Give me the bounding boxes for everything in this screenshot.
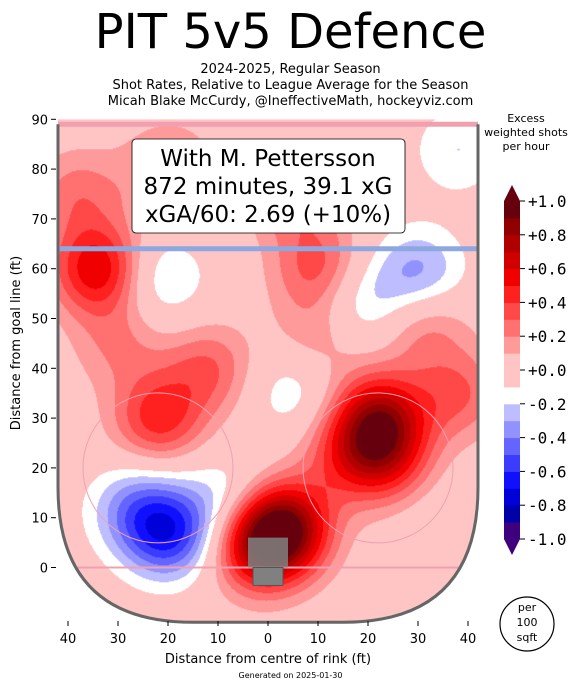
colorbar-segment [504,234,520,253]
y-tick-label: 40 [31,362,48,377]
y-axis-label: Distance from goal line (ft) [9,256,24,430]
colorbar-tick-label: -0.4 [528,429,567,448]
x-tick-label: 20 [360,632,377,647]
subtitle-season: 2024-2025, Regular Season [200,62,381,77]
faceoff-circle-left [82,392,234,544]
y-tick-label: 30 [31,412,48,427]
info-box-line1: With M. Pettersson [160,146,375,172]
colorbar-title-line: weighted shots [484,126,568,139]
info-box: With M. Pettersson 872 minutes, 39.1 xG … [131,138,406,234]
colorbar-tick-label: +0.4 [528,293,567,312]
x-axis-label: Distance from centre of rink (ft) [165,652,371,667]
y-axis-ticks: 0 10 20 30 40 50 60 70 80 90 [31,113,56,577]
goal-crease [248,537,288,568]
colorbar-title-line: Excess [507,112,545,125]
colorbar-tick-label: -1.0 [528,530,567,549]
y-tick-label: 50 [31,313,48,328]
colorbar-segment [504,268,520,286]
y-tick-label: 10 [31,512,48,527]
y-tick-label: 60 [31,263,48,278]
subtitle-description: Shot Rates, Relative to League Average f… [112,78,469,93]
info-box-frame [131,138,406,234]
colorbar-segment [504,437,520,455]
colorbar-extend-bottom [504,539,520,555]
chart-title: PIT 5v5 Defence [94,4,487,60]
colorbar-segment [504,522,520,540]
colorbar-segment [504,201,520,219]
colorbar [504,185,520,555]
colorbar-segment [504,319,520,337]
y-tick-label: 90 [31,113,48,128]
x-tick-label: 10 [210,632,227,647]
colorbar-ticks: +1.0 +0.8 +0.6 +0.4 +0.2 +0.0 -0.2 -0.4 -0.6 -0.8… [520,192,567,549]
x-axis-ticks: 40 30 20 10 0 10 20 30 40 [60,621,477,647]
x-tick-label: 10 [310,632,327,647]
unit-badge: per 100 sqft [499,596,555,652]
colorbar-tick-label: +0.8 [528,226,567,245]
y-tick-label: 0 [40,562,48,577]
colorbar-segment [504,353,520,388]
faceoff-circle-right [302,392,454,544]
colorbar-segment [504,285,520,303]
y-tick-label: 70 [31,213,48,228]
y-tick-label: 20 [31,462,48,477]
colorbar-title-line: per hour [502,140,550,153]
x-tick-label: 30 [110,632,127,647]
colorbar-segment [504,403,520,422]
colorbar-title: Excess weighted shots per hour [476,112,576,154]
subtitle-author: Micah Blake McCurdy, @IneffectiveMath, h… [107,94,474,109]
x-tick-label: 0 [264,632,272,647]
colorbar-segment [504,454,520,472]
colorbar-segment [504,471,520,489]
colorbar-tick-label: +0.6 [528,260,567,279]
colorbar-extend-top [504,185,520,201]
colorbar-segment [504,251,520,270]
y-tick-label: 80 [31,163,48,178]
colorbar-tick-label: -0.2 [528,395,567,414]
info-box-line2: 872 minutes, 39.1 xG [144,174,393,200]
info-box-line3: xGA/60: 2.69 (+10%) [145,202,391,228]
colorbar-tick-label: -0.6 [528,462,567,481]
unit-badge-line3: sqft [517,631,538,644]
unit-badge-circle [499,596,555,652]
colorbar-tick-label: +1.0 [528,192,567,211]
colorbar-segment [504,302,520,320]
colorbar-segment [504,336,520,354]
colorbar-tick-label: +0.0 [528,361,567,380]
colorbar-segment [504,488,520,506]
unit-badge-line1: per [518,601,537,614]
colorbar-segment [504,217,520,236]
x-tick-label: 40 [60,632,77,647]
x-tick-label: 40 [460,632,477,647]
colorbar-segment [504,386,520,405]
unit-badge-line2: 100 [517,616,538,629]
colorbar-segment [504,505,520,523]
colorbar-tick-label: +0.2 [528,327,567,346]
colorbar-segment [504,420,520,439]
x-tick-label: 20 [160,632,177,647]
x-tick-label: 30 [410,632,427,647]
net [252,567,284,586]
generated-footer: Generated on 2025-01-30 [238,671,343,680]
colorbar-tick-label: -0.8 [528,496,567,515]
